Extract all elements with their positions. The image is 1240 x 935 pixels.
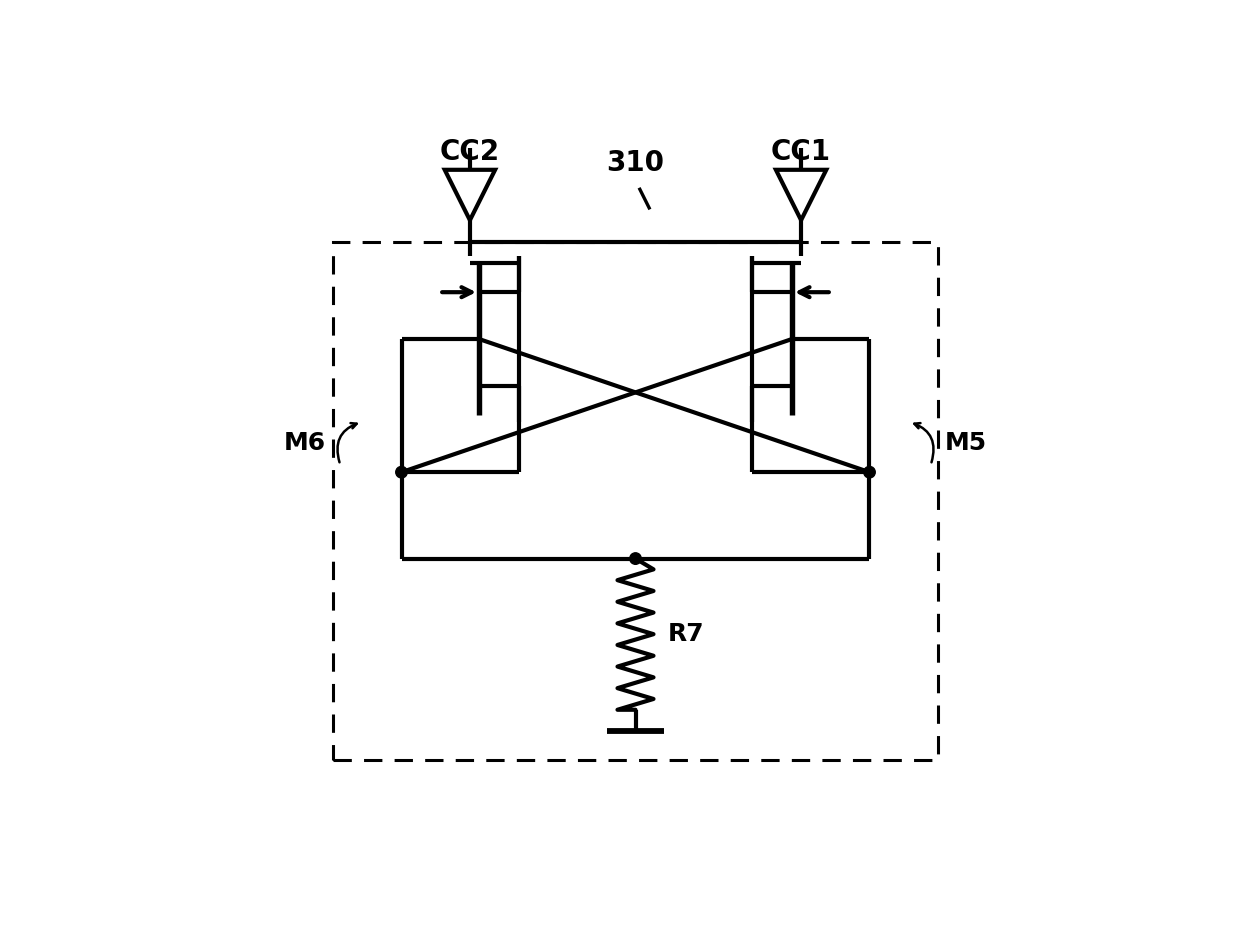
Bar <box>334 242 937 760</box>
Text: M6: M6 <box>284 431 326 455</box>
Text: 310: 310 <box>606 149 665 177</box>
Circle shape <box>630 553 641 565</box>
Text: R7: R7 <box>668 622 704 646</box>
Text: CC1: CC1 <box>771 138 831 166</box>
Text: CC2: CC2 <box>440 138 500 166</box>
Circle shape <box>396 467 407 478</box>
Text: M5: M5 <box>945 431 987 455</box>
Circle shape <box>864 467 875 478</box>
